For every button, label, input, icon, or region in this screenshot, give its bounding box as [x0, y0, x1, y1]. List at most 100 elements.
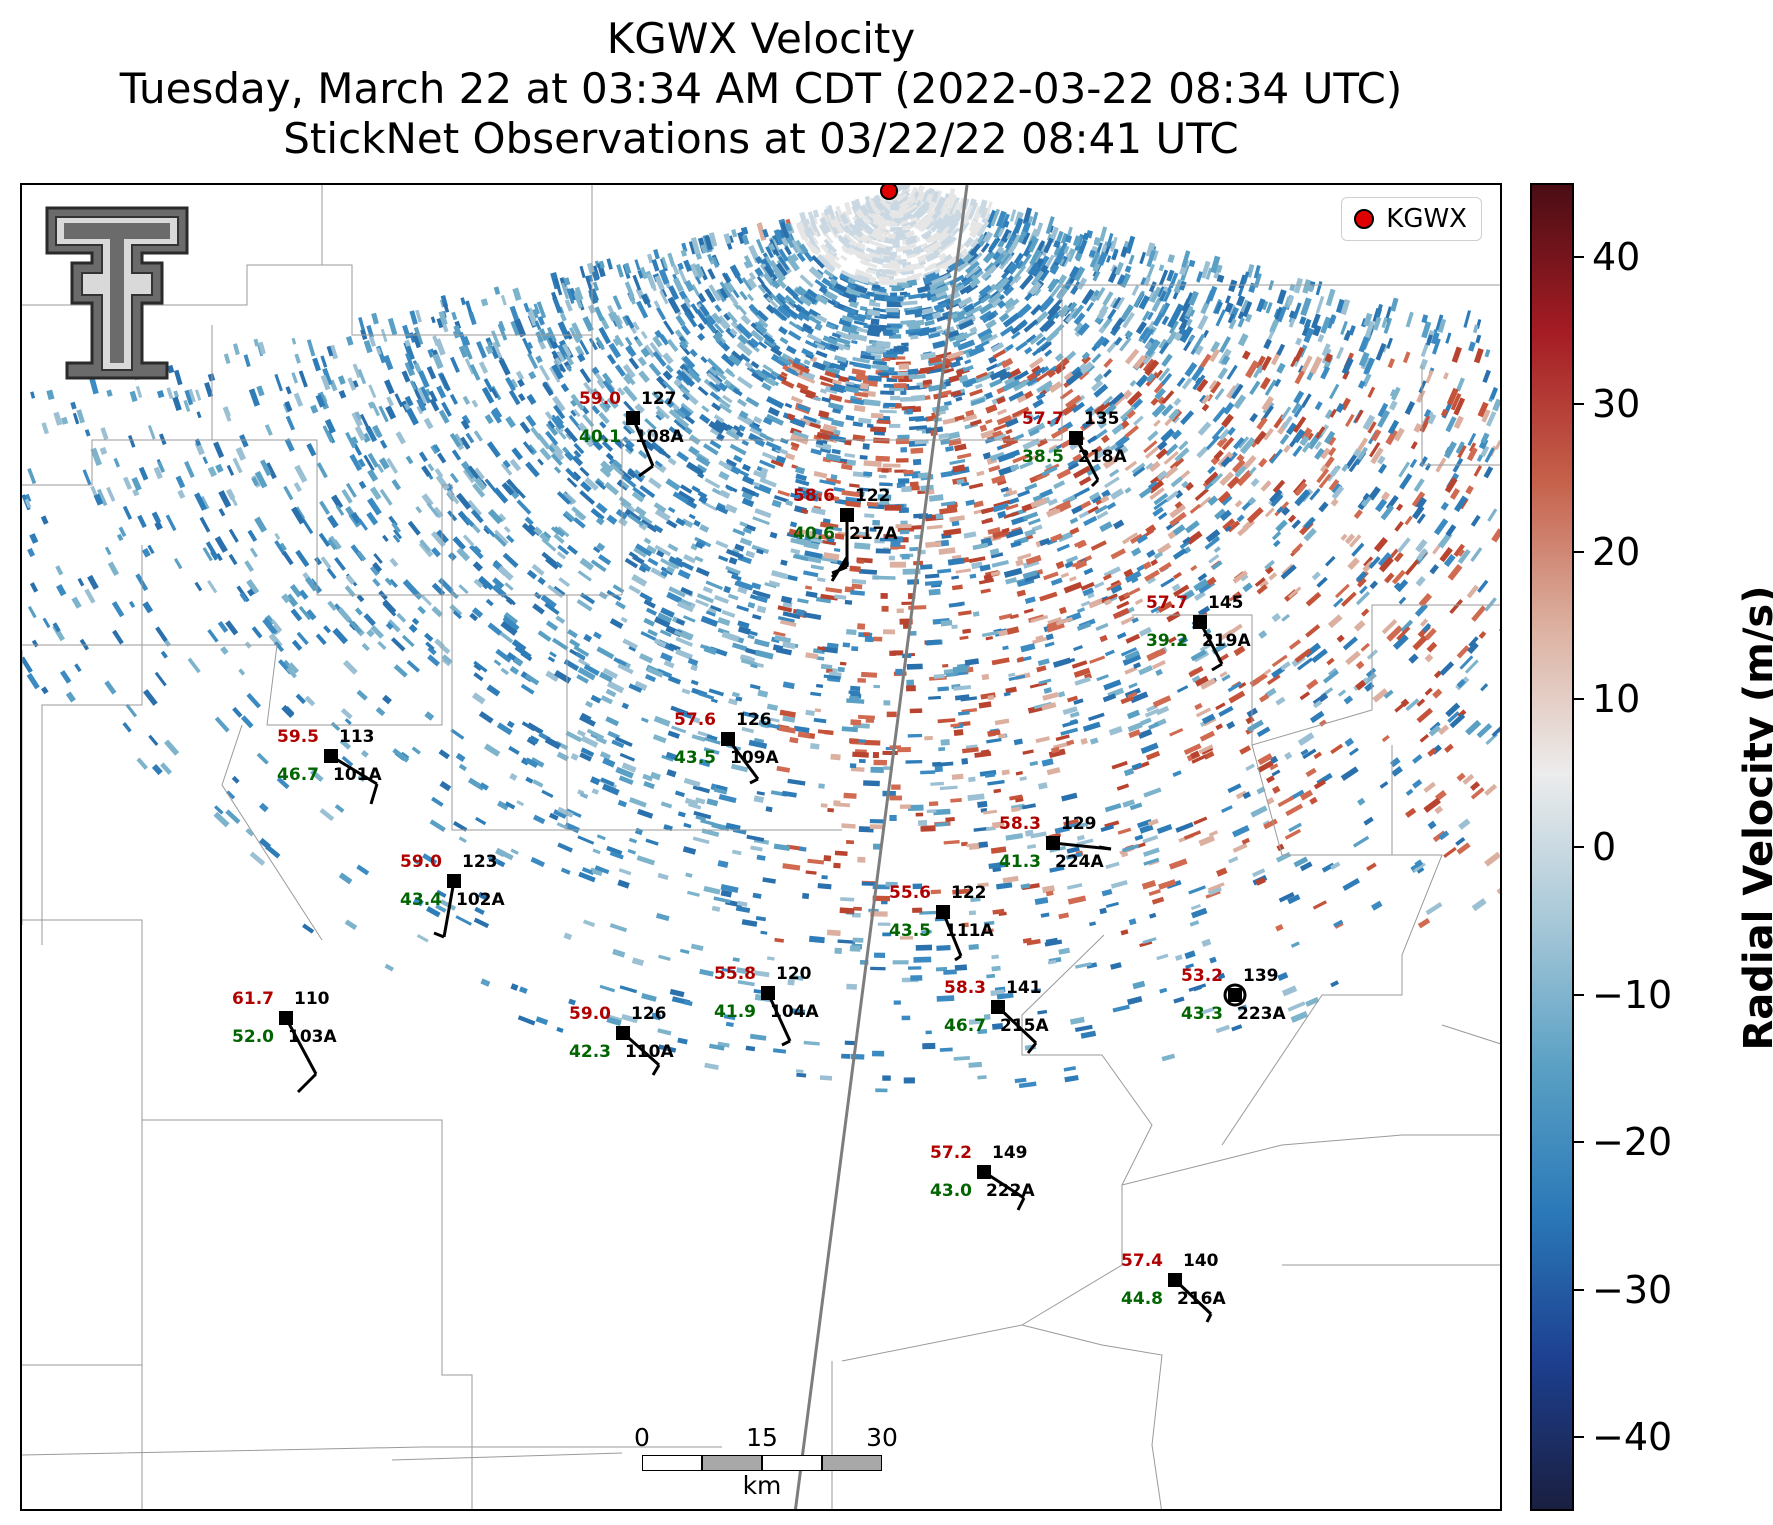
velocity-gate — [846, 983, 857, 990]
velocity-gate — [662, 370, 673, 381]
velocity-gate — [1061, 402, 1079, 416]
velocity-gate — [1158, 879, 1177, 890]
velocity-gate — [487, 622, 503, 636]
velocity-gate — [967, 793, 985, 801]
velocity-gate — [841, 1053, 851, 1059]
velocity-gate — [772, 234, 780, 246]
velocity-gate — [977, 1075, 987, 1080]
velocity-gate — [989, 378, 1003, 388]
velocity-gate — [906, 685, 916, 692]
velocity-gate — [924, 735, 933, 741]
velocity-gate — [1423, 781, 1436, 793]
velocity-gate — [22, 656, 33, 674]
velocity-gate — [785, 254, 800, 272]
velocity-gate — [730, 763, 749, 773]
velocity-gate — [1364, 320, 1375, 340]
velocity-gate — [436, 889, 447, 898]
velocity-gate — [612, 948, 626, 958]
velocity-gate — [320, 556, 332, 570]
velocity-gate — [756, 854, 766, 861]
velocity-gate — [199, 516, 211, 533]
velocity-gate — [653, 300, 661, 309]
velocity-gate — [517, 1015, 536, 1026]
velocity-gate — [637, 449, 648, 460]
velocity-gate — [773, 843, 791, 852]
velocity-gate — [795, 466, 806, 475]
velocity-gate — [985, 404, 998, 414]
velocity-gate — [1083, 515, 1098, 527]
velocity-gate — [382, 599, 397, 614]
velocity-gate — [851, 578, 867, 585]
velocity-gate — [736, 341, 753, 357]
velocity-gate — [1234, 464, 1248, 478]
velocity-gate — [666, 338, 679, 352]
velocity-gate — [756, 791, 765, 796]
velocity-gate — [995, 882, 1013, 890]
velocity-gate — [1185, 520, 1200, 534]
velocity-gate — [652, 524, 664, 534]
velocity-gate — [1283, 444, 1291, 453]
velocity-gate — [499, 850, 514, 861]
velocity-gate — [1470, 547, 1483, 562]
velocity-gate — [741, 475, 755, 485]
velocity-gate — [787, 574, 798, 582]
velocity-gate — [1258, 457, 1268, 468]
velocity-gate — [1412, 779, 1423, 789]
velocity-gate — [962, 628, 972, 634]
velocity-gate — [1284, 751, 1293, 760]
velocity-gate — [1277, 795, 1295, 808]
velocity-gate — [849, 565, 861, 573]
velocity-gate — [187, 657, 201, 674]
velocity-gate — [1147, 430, 1159, 442]
velocity-gate — [148, 734, 159, 746]
velocity-gate — [175, 475, 186, 489]
velocity-gate — [437, 452, 447, 464]
velocity-gate — [816, 577, 826, 583]
velocity-gate — [188, 388, 196, 403]
velocity-gate — [1482, 369, 1491, 384]
velocity-gate — [881, 278, 894, 285]
velocity-gate — [785, 500, 794, 507]
velocity-gate — [893, 1000, 901, 1005]
velocity-gate — [628, 551, 639, 560]
velocity-gate — [247, 529, 258, 542]
velocity-gate — [938, 252, 948, 262]
velocity-gate — [1063, 1066, 1077, 1072]
velocity-gate — [924, 573, 940, 579]
velocity-gate — [1285, 422, 1298, 436]
velocity-gate — [947, 557, 965, 566]
velocity-gate — [383, 354, 394, 371]
velocity-gate — [194, 581, 203, 592]
velocity-gate — [1172, 548, 1187, 560]
velocity-gate — [928, 695, 941, 700]
velocity-gate — [1112, 607, 1130, 620]
velocity-gate — [704, 477, 721, 489]
velocity-gate — [1121, 415, 1129, 423]
velocity-gate — [840, 254, 848, 262]
velocity-gate — [570, 753, 579, 761]
velocity-gate — [1370, 447, 1384, 465]
velocity-gate — [1232, 824, 1250, 838]
velocity-gate — [751, 582, 762, 590]
velocity-gate — [492, 341, 503, 359]
velocity-gate — [702, 586, 714, 594]
velocity-gate — [700, 615, 719, 627]
velocity-gate — [1208, 554, 1220, 564]
velocity-gate — [1127, 390, 1143, 406]
velocity-gate — [773, 495, 789, 503]
velocity-gate — [314, 556, 323, 566]
velocity-gate — [56, 584, 67, 597]
velocity-gate — [1142, 276, 1151, 287]
velocity-gate — [207, 580, 218, 594]
velocity-gate — [274, 373, 283, 392]
velocity-gate — [657, 1028, 672, 1036]
velocity-gate — [337, 607, 352, 623]
velocity-gate — [1258, 630, 1268, 639]
velocity-gate — [804, 550, 823, 559]
velocity-gate — [1271, 531, 1282, 541]
velocity-gate — [746, 293, 755, 302]
velocity-gate — [756, 605, 767, 614]
velocity-gate — [348, 619, 362, 634]
velocity-gate — [429, 398, 440, 412]
velocity-gate — [405, 455, 414, 465]
